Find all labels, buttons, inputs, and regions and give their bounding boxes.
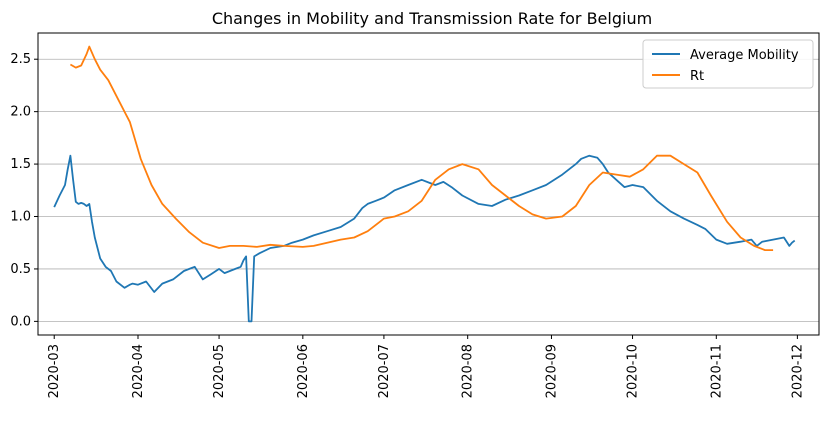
series-layer bbox=[53, 45, 796, 323]
x-tick-label: 2020-05 bbox=[212, 344, 227, 398]
x-tick-label: 2020-06 bbox=[296, 344, 311, 398]
x-tick-label: 2020-11 bbox=[709, 344, 724, 398]
series-line-rt bbox=[69, 45, 774, 252]
x-tick-label: 2020-03 bbox=[47, 344, 62, 398]
x-tick-label: 2020-09 bbox=[544, 344, 559, 398]
legend-box bbox=[642, 39, 814, 89]
y-tick-label: 2.5 bbox=[10, 52, 31, 67]
grid-lines bbox=[38, 58, 819, 322]
y-tick-label: 1.0 bbox=[10, 210, 31, 225]
x-tick-label: 2020-12 bbox=[790, 344, 805, 398]
y-tick-label: 0.5 bbox=[10, 262, 31, 277]
chart-title: Changes in Mobility and Transmission Rat… bbox=[212, 9, 652, 28]
legend: Average Mobility Rt bbox=[642, 39, 814, 89]
x-tick-label: 2020-10 bbox=[626, 344, 641, 398]
series-line-average-mobility bbox=[53, 154, 796, 323]
y-tick-label: 1.5 bbox=[10, 157, 31, 172]
y-tick-label: 0.0 bbox=[10, 314, 31, 329]
y-tick-label: 2.0 bbox=[10, 105, 31, 120]
x-tick-label: 2020-04 bbox=[131, 344, 146, 398]
plot-frame bbox=[37, 32, 820, 336]
x-tick-label: 2020-08 bbox=[461, 344, 476, 398]
legend-label-average-mobility: Average Mobility bbox=[690, 48, 799, 63]
legend-label-rt: Rt bbox=[690, 69, 704, 84]
y-axis-ticks: 0.0 0.5 1.0 1.5 2.0 2.5 bbox=[10, 52, 38, 329]
x-axis-ticks: 2020-03 2020-04 2020-05 2020-06 2020-07 2020-… bbox=[47, 335, 805, 398]
x-tick-label: 2020-07 bbox=[377, 344, 392, 398]
